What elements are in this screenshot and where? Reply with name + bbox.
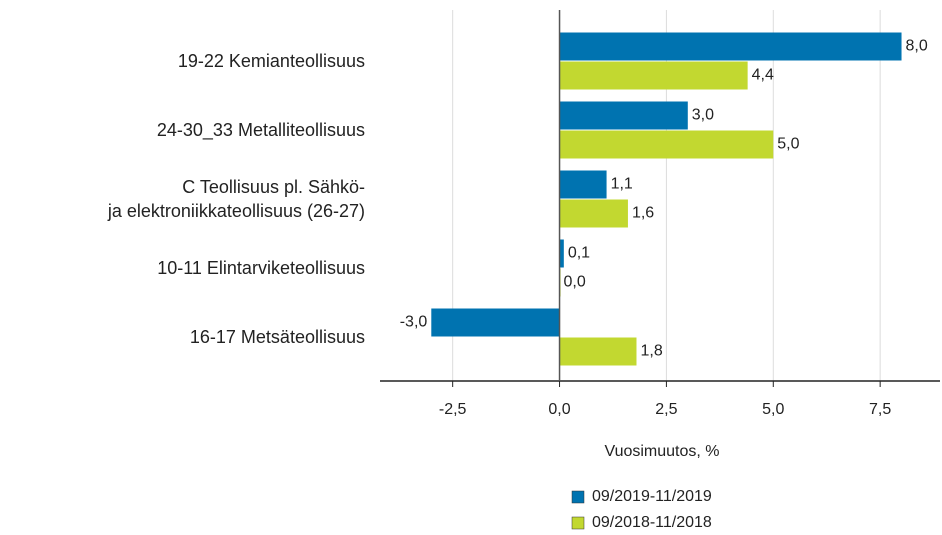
bar [559,239,564,268]
category-label: 24-30_33 Metalliteollisuus [156,119,365,140]
bar [559,61,748,90]
bar [559,101,688,130]
x-tick-label: 7,5 [869,401,891,418]
category-label: 19-22 Kemianteollisuus [177,50,365,71]
value-label: 0,0 [564,274,586,291]
x-axis-title: Vuosimuutos, % [604,443,719,460]
x-tick-label: 0,0 [548,401,570,418]
legend-swatch [571,516,585,530]
legend-label: 09/2019-11/2019 [592,488,712,505]
category-label: 10-11 Elintarviketeollisuus [157,257,365,278]
bar [559,199,628,228]
value-label: 0,1 [568,245,590,262]
category-label: 16-17 Metsäteollisuus [189,326,365,347]
bar [559,170,607,199]
value-label: 4,4 [752,67,774,84]
value-label: 8,0 [906,38,928,55]
value-label: 1,8 [640,343,662,360]
value-label: 3,0 [692,107,714,124]
bar [559,337,637,366]
bar [431,308,560,337]
x-tick-label: 2,5 [655,401,677,418]
bar [559,130,774,159]
x-tick-label: -2,5 [439,401,467,418]
legend-label: 09/2018-11/2018 [592,514,712,531]
value-label: 5,0 [777,136,799,153]
value-label: -3,0 [400,314,428,331]
value-label: 1,6 [632,205,654,222]
category-label: C Teollisuus pl. Sähkö- ja elektroniikka… [107,176,365,221]
value-label: 1,1 [611,176,633,193]
legend-swatch [571,490,585,504]
x-tick-label: 5,0 [762,401,784,418]
bar [559,32,902,61]
